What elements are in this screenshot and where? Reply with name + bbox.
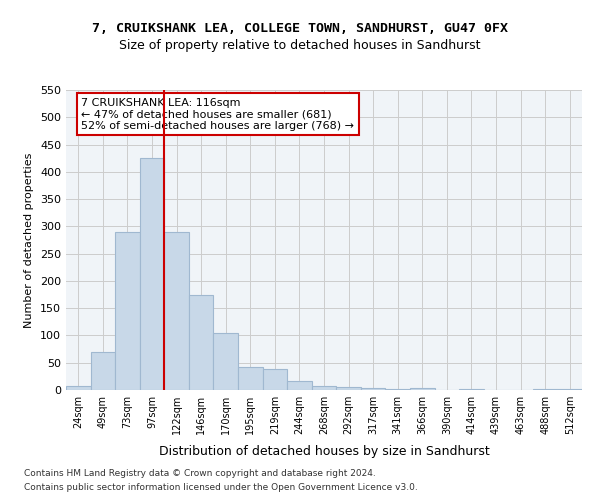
Text: 7, CRUIKSHANK LEA, COLLEGE TOWN, SANDHURST, GU47 0FX: 7, CRUIKSHANK LEA, COLLEGE TOWN, SANDHUR… <box>92 22 508 36</box>
Bar <box>361 388 385 390</box>
Bar <box>410 388 434 390</box>
Bar <box>214 332 238 390</box>
Text: Contains public sector information licensed under the Open Government Licence v3: Contains public sector information licen… <box>24 484 418 492</box>
Text: 7 CRUIKSHANK LEA: 116sqm
← 47% of detached houses are smaller (681)
52% of semi-: 7 CRUIKSHANK LEA: 116sqm ← 47% of detach… <box>82 98 355 130</box>
Bar <box>312 386 336 390</box>
Text: Size of property relative to detached houses in Sandhurst: Size of property relative to detached ho… <box>119 39 481 52</box>
Bar <box>66 386 91 390</box>
Bar <box>189 294 214 390</box>
Text: Contains HM Land Registry data © Crown copyright and database right 2024.: Contains HM Land Registry data © Crown c… <box>24 468 376 477</box>
X-axis label: Distribution of detached houses by size in Sandhurst: Distribution of detached houses by size … <box>158 446 490 458</box>
Bar <box>287 382 312 390</box>
Y-axis label: Number of detached properties: Number of detached properties <box>25 152 34 328</box>
Bar <box>336 388 361 390</box>
Bar <box>238 366 263 390</box>
Bar <box>140 158 164 390</box>
Bar <box>91 352 115 390</box>
Bar <box>533 389 557 390</box>
Bar <box>115 232 140 390</box>
Bar <box>263 370 287 390</box>
Bar <box>164 232 189 390</box>
